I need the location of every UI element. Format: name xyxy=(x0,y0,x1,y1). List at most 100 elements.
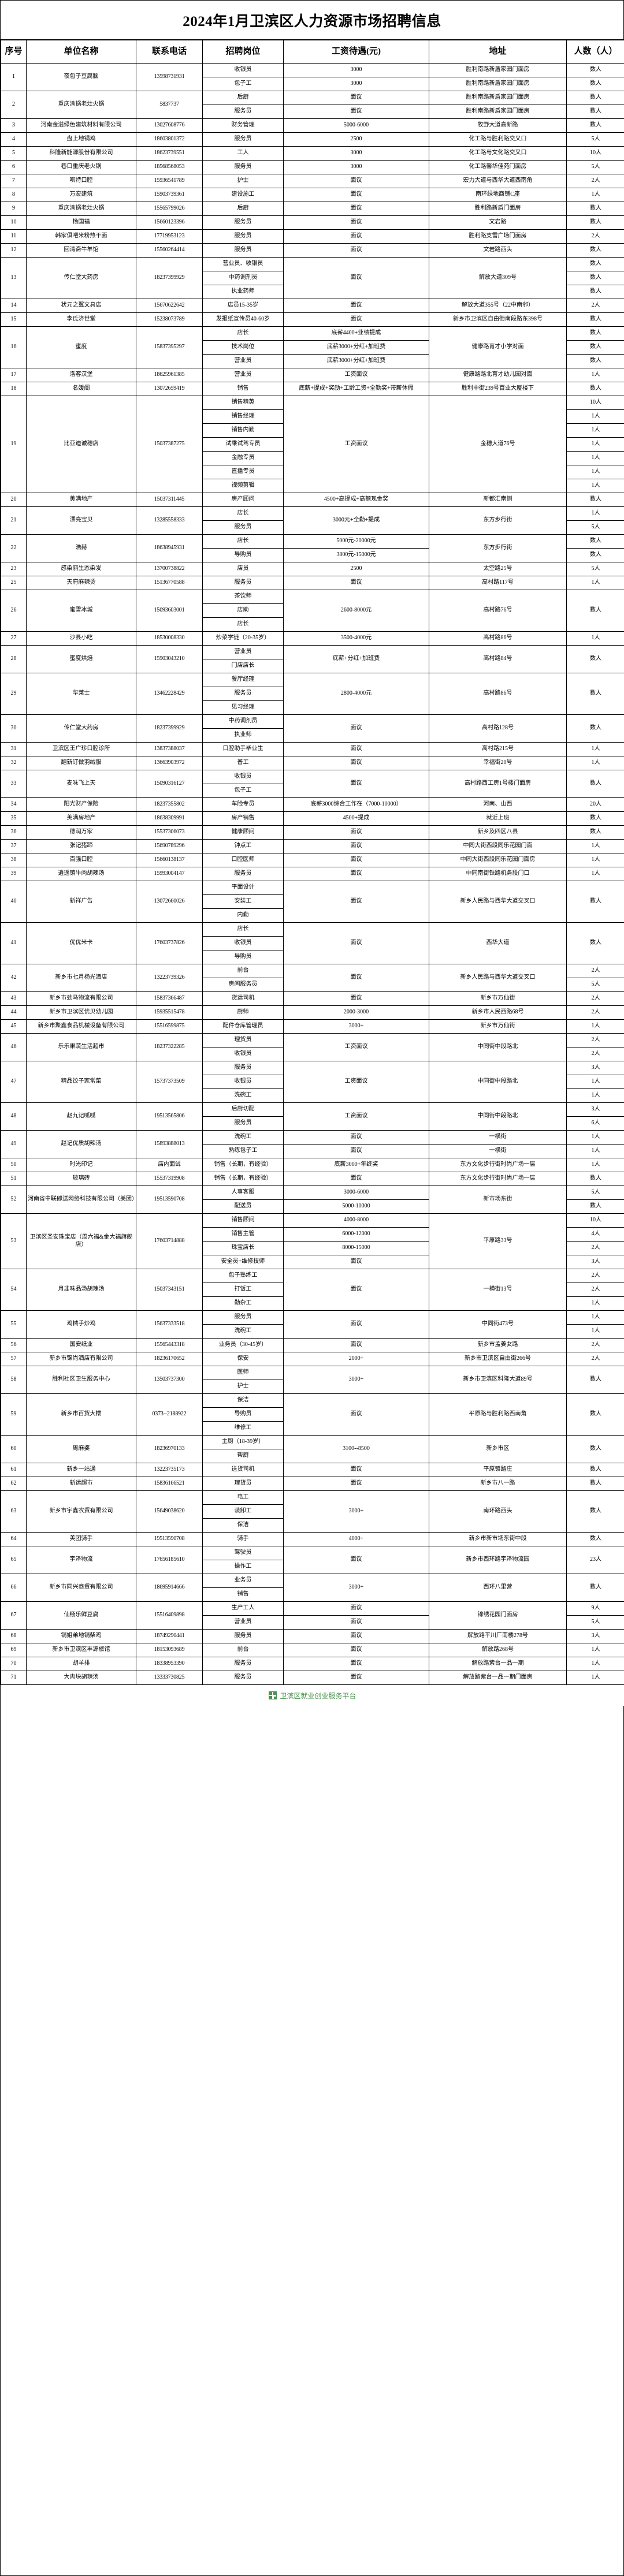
cell-index: 25 xyxy=(1,576,27,590)
table-row: 34 阳光财产保险 18237355802 车险专员 底薪3000综合工作在（7000-… xyxy=(1,797,624,812)
cell-address: 中同街中段路北 xyxy=(429,1102,567,1131)
cell-count: 数人 xyxy=(566,1393,624,1436)
cell-index: 37 xyxy=(1,839,27,853)
cell-count: 1人 xyxy=(566,1671,624,1685)
cell-position: 收银员 xyxy=(202,1047,284,1061)
footer-watermark-band: 卫滨区就业创业服务平台 xyxy=(1,1685,624,1706)
cell-unit-name: 蜜雪冰城 xyxy=(26,590,136,632)
cell-position: 营业员 xyxy=(202,1615,284,1630)
cell-address: 西环八里营 xyxy=(429,1574,567,1602)
cell-phone: 店内面试 xyxy=(136,1158,203,1172)
cell-position: 保洁 xyxy=(202,1518,284,1533)
cell-count: 2人 xyxy=(566,991,624,1006)
cell-position: 营业员、收银员 xyxy=(202,257,284,271)
cell-count: 数人 xyxy=(566,1366,624,1394)
cell-position: 钟点工 xyxy=(202,839,284,853)
cell-position: 骑手 xyxy=(202,1532,284,1546)
cell-phone: 19513590708 xyxy=(136,1186,203,1214)
cell-phone: 0373--2188922 xyxy=(136,1393,203,1436)
cell-position: 财务管理 xyxy=(202,118,284,133)
cell-index: 14 xyxy=(1,299,27,313)
cell-position: 导购员 xyxy=(202,950,284,964)
cell-unit-name: 卫滨区王广珍口腔诊所 xyxy=(26,742,136,756)
table-row: 店助 xyxy=(1,603,624,618)
cell-address: 文岩路 xyxy=(429,215,567,230)
table-row: 17 洛客汉堡 18625961385 营业员 工资面议 健康路路北育才幼儿园对面 1人 xyxy=(1,368,624,382)
cell-position: 人事客服 xyxy=(202,1186,284,1200)
cell-wage: 面议 xyxy=(283,202,429,216)
cell-position: 护士 xyxy=(202,174,284,188)
table-row: 69 新乡市卫滨区丰源旅馆 18153093689 前台 面议 解放路268号 1人 xyxy=(1,1643,624,1657)
cell-index: 26 xyxy=(1,590,27,632)
cell-index: 58 xyxy=(1,1366,27,1394)
cell-count: 数人 xyxy=(566,1172,624,1186)
table-row: 导购员 xyxy=(1,950,624,964)
cell-count: 数人 xyxy=(566,534,624,549)
cell-address: 南环绿地商铺C座 xyxy=(429,188,567,202)
cell-phone: 18236170652 xyxy=(136,1352,203,1366)
cell-unit-name: 浩赫 xyxy=(26,534,136,562)
table-row: 22 浩赫 18638945931 店长 5000元-20000元 东方步行街 数人 xyxy=(1,534,624,562)
cell-index: 13 xyxy=(1,257,27,299)
cell-address: 解放路紫台一品一期门面房 xyxy=(429,1671,567,1685)
cell-position: 包子工 xyxy=(202,784,284,798)
table-row: 14 状元之翼文具店 15670622642 店员15-35岁 面议 解放大道355号（2… xyxy=(1,299,624,313)
cell-position: 维修工 xyxy=(202,1421,284,1436)
cell-address: 平原路与胜利路西南角 xyxy=(429,1393,567,1436)
cell-position: 包子熟练工 xyxy=(202,1269,284,1283)
cell-unit-name: 美满地产 xyxy=(26,493,136,507)
cell-wage: 面议 xyxy=(283,215,429,230)
cell-phone: 13072659419 xyxy=(136,382,203,396)
cell-phone: 15093603001 xyxy=(136,590,203,632)
cell-phone: 18603801372 xyxy=(136,132,203,147)
cell-position: 护士 xyxy=(202,1380,284,1394)
cell-index: 71 xyxy=(1,1671,27,1685)
cell-address: 新乡市卫滨区科隆大道89号 xyxy=(429,1366,567,1394)
cell-position: 销售精英 xyxy=(202,396,284,410)
cell-address: 中同南街铁路机务段门口 xyxy=(429,867,567,881)
table-row: 7 呗特口腔 15936541789 护士 面议 宏力大道与西华大道西南角 2人 xyxy=(1,174,624,188)
cell-index: 16 xyxy=(1,326,27,368)
cell-unit-name: 河南金溢绿色建筑材料有限公司 xyxy=(26,118,136,133)
cell-index: 30 xyxy=(1,714,27,743)
cell-wage: 6000-12000 xyxy=(283,1227,429,1242)
cell-position: 熟练包子工 xyxy=(202,1144,284,1158)
table-row: 38 百强口腔 15660138137 口腔医师 面议 中同大街西段同乐花园门面房 1人 xyxy=(1,853,624,867)
table-row: 55 鸡械手炒鸡 15637333518 服务员 面议 中同街473号 1人 xyxy=(1,1310,624,1339)
cell-position: 店员15-35岁 xyxy=(202,299,284,313)
cell-wage: 面议 xyxy=(283,742,429,756)
table-row: 试乘试驾专员 1人 xyxy=(1,437,624,452)
cell-count: 3人 xyxy=(566,1102,624,1117)
cell-unit-name: 感染丽生态染发 xyxy=(26,562,136,576)
cell-index: 17 xyxy=(1,368,27,382)
cell-unit-name: 名媛阁 xyxy=(26,382,136,396)
cell-wage: 3000 xyxy=(283,77,429,91)
cell-count: 1人 xyxy=(566,368,624,382)
table-row: 维修工 xyxy=(1,1421,624,1436)
cell-address: 一横街 xyxy=(429,1144,567,1158)
cell-position: 店长 xyxy=(202,617,284,632)
column-header-unit: 单位名称 xyxy=(26,40,136,64)
cell-count: 数人 xyxy=(566,493,624,507)
cell-wage: 面议 xyxy=(283,1310,429,1339)
table-row: 41 优优米卡 17603737826 店长 面议 西华大道 数人 xyxy=(1,922,624,964)
table-row: 店长 xyxy=(1,617,624,632)
cell-phone: 15037387275 xyxy=(136,396,203,493)
cell-position: 口腔助手毕业生 xyxy=(202,742,284,756)
cell-position: 装卸工 xyxy=(202,1504,284,1519)
cell-count: 10人 xyxy=(566,1213,624,1228)
cell-unit-name: 新乡市聚鑫食品机械设备有限公司 xyxy=(26,1019,136,1034)
cell-count: 1人 xyxy=(566,437,624,452)
cell-position: 驾驶员 xyxy=(202,1546,284,1560)
cell-address: 高村路84号 xyxy=(429,645,567,673)
cell-phone: 15537319908 xyxy=(136,1172,203,1186)
table-row: 21 漂亮宝贝 13285558333 店长 3000元+全勤+提成 东方步行街 1人 xyxy=(1,506,624,535)
cell-index: 15 xyxy=(1,312,27,327)
cell-count: 2人 xyxy=(566,229,624,244)
cell-count: 6人 xyxy=(566,1116,624,1131)
document-title-bar: 2024年1月卫滨区人力资源市场招聘信息 xyxy=(1,1,623,40)
cell-phone: 15993004147 xyxy=(136,867,203,881)
cell-index: 32 xyxy=(1,756,27,770)
cell-unit-name: 巷口重庆老火锅 xyxy=(26,160,136,174)
cell-count: 数人 xyxy=(566,673,624,715)
